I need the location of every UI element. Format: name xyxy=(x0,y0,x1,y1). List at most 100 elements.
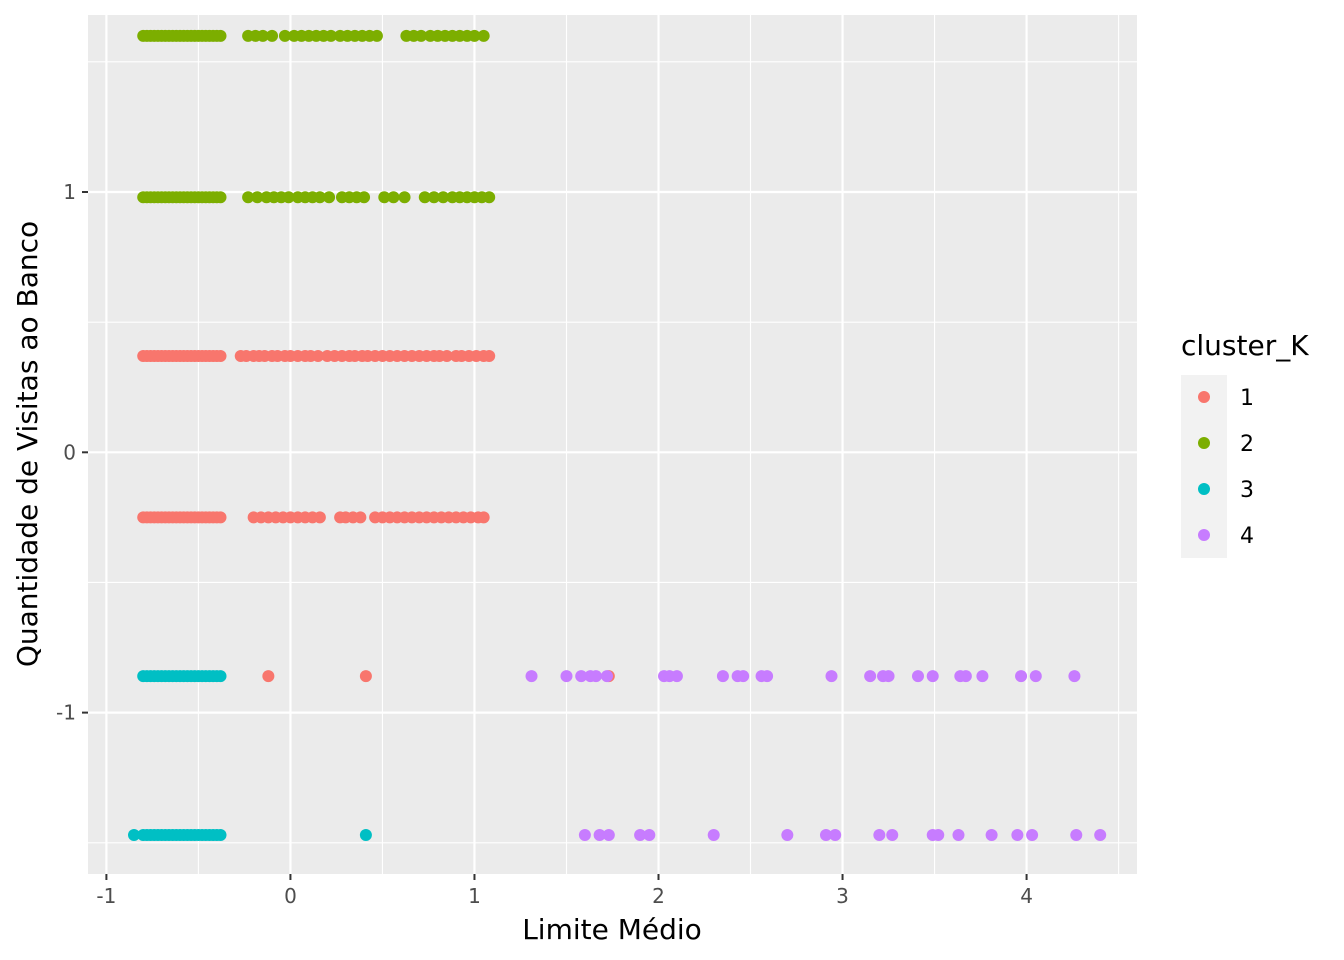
data-point-cluster-4 xyxy=(525,670,538,683)
legend-key-1 xyxy=(1198,391,1210,403)
x-tick-label: 4 xyxy=(1020,884,1033,908)
x-tick-label: 0 xyxy=(284,884,297,908)
data-point-cluster-1 xyxy=(354,511,367,524)
data-point-cluster-4 xyxy=(1094,828,1107,841)
y-tick-label: 0 xyxy=(63,440,76,464)
data-point-cluster-4 xyxy=(560,670,573,683)
legend-key-3 xyxy=(1198,483,1210,495)
data-point-cluster-4 xyxy=(643,828,656,841)
data-point-cluster-4 xyxy=(707,828,720,841)
legend-label-1: 1 xyxy=(1240,386,1254,411)
data-point-cluster-4 xyxy=(985,828,998,841)
data-point-cluster-4 xyxy=(602,828,615,841)
x-tick-label: 3 xyxy=(836,884,849,908)
data-point-cluster-4 xyxy=(932,828,945,841)
data-point-cluster-2 xyxy=(387,191,400,204)
x-tick-label: -1 xyxy=(96,884,116,908)
x-axis-title: Limite Médio xyxy=(522,913,702,946)
legend-label-2: 2 xyxy=(1240,432,1254,457)
data-point-cluster-1 xyxy=(312,349,325,362)
data-point-cluster-1 xyxy=(483,349,496,362)
data-point-cluster-2 xyxy=(324,29,337,42)
data-point-cluster-4 xyxy=(600,670,613,683)
data-point-cluster-3 xyxy=(214,828,227,841)
data-point-cluster-3 xyxy=(359,828,372,841)
data-point-cluster-4 xyxy=(737,670,750,683)
data-point-cluster-4 xyxy=(926,670,939,683)
legend-label-4: 4 xyxy=(1240,524,1254,549)
legend-key-background xyxy=(1181,375,1227,558)
data-point-cluster-4 xyxy=(819,828,832,841)
data-point-cluster-2 xyxy=(427,191,440,204)
data-point-cluster-2 xyxy=(378,191,391,204)
data-point-cluster-4 xyxy=(589,670,602,683)
data-point-cluster-4 xyxy=(781,828,794,841)
data-point-cluster-4 xyxy=(886,828,899,841)
data-point-cluster-4 xyxy=(1070,828,1083,841)
data-point-cluster-4 xyxy=(1068,670,1081,683)
data-point-cluster-4 xyxy=(829,828,842,841)
legend: cluster_K 1 2 3 4 xyxy=(1181,329,1309,558)
data-point-cluster-2 xyxy=(437,191,450,204)
data-point-cluster-4 xyxy=(1029,670,1042,683)
data-point-cluster-4 xyxy=(882,670,895,683)
data-point-cluster-3 xyxy=(214,670,227,683)
data-points xyxy=(128,29,1107,841)
y-tick-label: -1 xyxy=(56,701,76,725)
data-point-cluster-3 xyxy=(128,828,141,841)
y-tick-label: 1 xyxy=(63,180,76,204)
data-point-cluster-1 xyxy=(313,511,326,524)
data-point-cluster-2 xyxy=(370,29,383,42)
x-axis-ticks: -1 0 1 2 3 4 xyxy=(96,874,1033,908)
data-point-cluster-2 xyxy=(256,29,269,42)
data-point-cluster-1 xyxy=(359,670,372,683)
data-point-cluster-4 xyxy=(593,828,606,841)
data-point-cluster-4 xyxy=(1015,670,1028,683)
data-point-cluster-2 xyxy=(266,29,279,42)
data-point-cluster-2 xyxy=(477,29,490,42)
data-point-cluster-2 xyxy=(282,191,295,204)
panel-background xyxy=(88,15,1137,874)
legend-label-3: 3 xyxy=(1240,478,1254,503)
data-point-cluster-2 xyxy=(468,29,481,42)
data-point-cluster-1 xyxy=(262,670,275,683)
data-point-cluster-2 xyxy=(251,191,264,204)
y-axis-title: Quantidade de Visitas ao Banco xyxy=(11,221,44,667)
data-point-cluster-4 xyxy=(1011,828,1024,841)
data-point-cluster-4 xyxy=(761,670,774,683)
legend-title: cluster_K xyxy=(1181,329,1309,362)
data-point-cluster-4 xyxy=(864,670,877,683)
data-point-cluster-2 xyxy=(483,191,496,204)
data-point-cluster-2 xyxy=(323,191,336,204)
data-point-cluster-4 xyxy=(959,670,972,683)
data-point-cluster-4 xyxy=(575,670,588,683)
data-point-cluster-1 xyxy=(477,511,490,524)
legend-key-2 xyxy=(1198,437,1210,449)
data-point-cluster-4 xyxy=(976,670,989,683)
data-point-cluster-4 xyxy=(911,670,924,683)
data-point-cluster-4 xyxy=(825,670,838,683)
major-gridlines xyxy=(88,15,1137,874)
legend-key-4 xyxy=(1198,529,1210,541)
data-point-cluster-1 xyxy=(440,349,453,362)
data-point-cluster-4 xyxy=(578,828,591,841)
data-point-cluster-2 xyxy=(214,29,227,42)
data-point-cluster-4 xyxy=(952,828,965,841)
y-axis-ticks: -1 0 1 xyxy=(56,180,88,725)
data-point-cluster-2 xyxy=(313,191,326,204)
data-point-cluster-2 xyxy=(214,191,227,204)
data-point-cluster-2 xyxy=(398,191,411,204)
data-point-cluster-2 xyxy=(242,191,255,204)
data-point-cluster-4 xyxy=(634,828,647,841)
data-point-cluster-2 xyxy=(415,29,428,42)
data-point-cluster-1 xyxy=(214,511,227,524)
x-tick-label: 2 xyxy=(652,884,665,908)
x-tick-label: 1 xyxy=(468,884,481,908)
minor-gridlines xyxy=(88,15,1137,874)
data-point-cluster-4 xyxy=(873,828,886,841)
data-point-cluster-2 xyxy=(278,29,291,42)
data-point-cluster-4 xyxy=(670,670,683,683)
data-point-cluster-4 xyxy=(716,670,729,683)
data-point-cluster-2 xyxy=(418,191,431,204)
